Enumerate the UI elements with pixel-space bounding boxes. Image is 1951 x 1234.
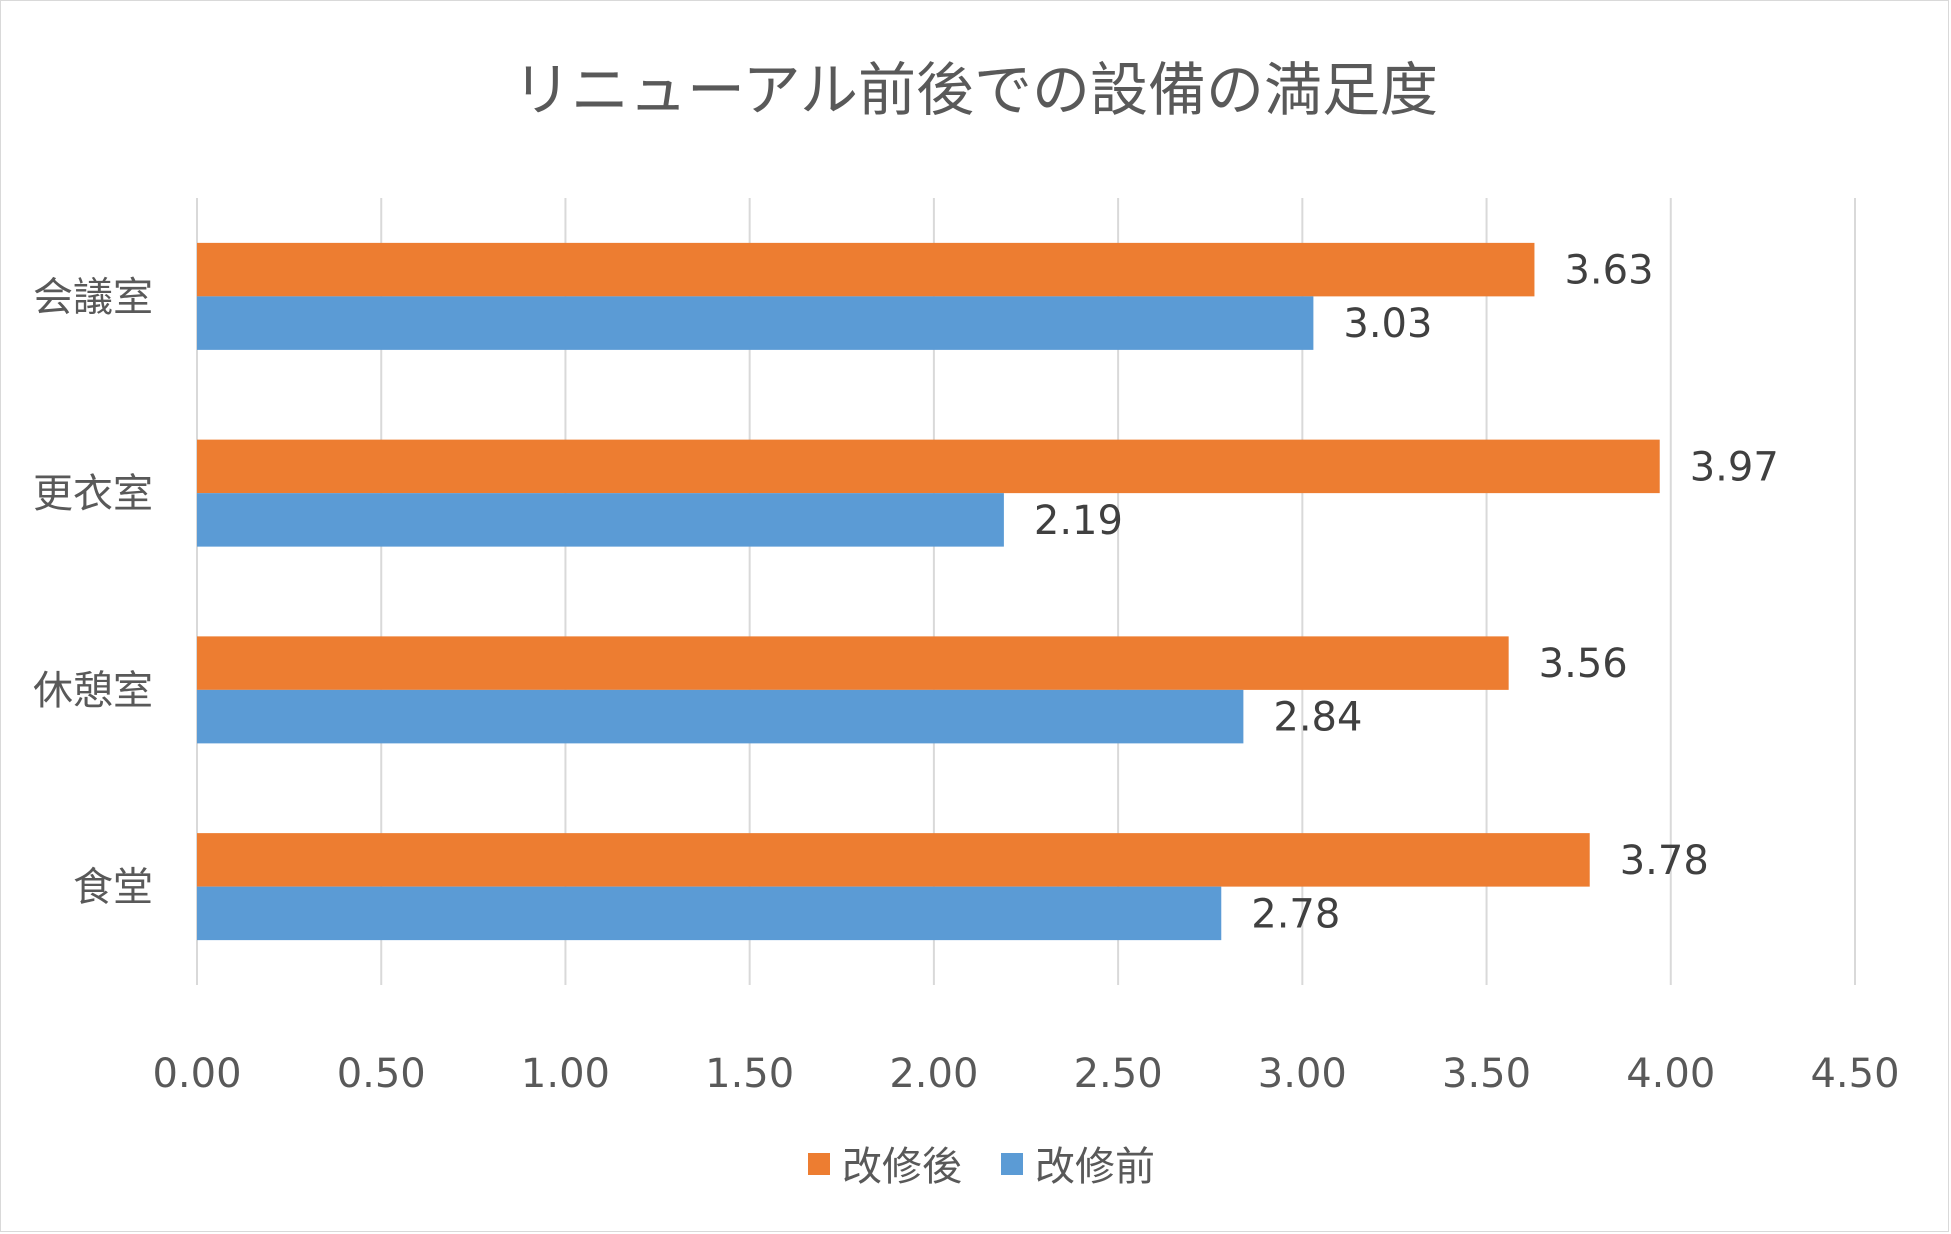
x-tick-label: 1.50 <box>705 1051 794 1097</box>
x-tick-label: 2.50 <box>1074 1051 1163 1097</box>
bar <box>197 636 1509 690</box>
data-label: 3.56 <box>1539 641 1628 687</box>
bar <box>197 296 1314 350</box>
category-label: 休憩室 <box>33 668 153 714</box>
x-tick-label: 4.00 <box>1626 1051 1715 1097</box>
value-axis: 0.00 0.50 1.00 1.50 2.00 2.50 3.00 3.50 4.00 4.50 <box>152 1051 1899 1097</box>
x-tick-label: 0.50 <box>337 1051 426 1097</box>
bar <box>197 833 1590 887</box>
x-tick-label: 3.50 <box>1442 1051 1531 1097</box>
x-tick-label: 3.00 <box>1258 1051 1347 1097</box>
data-label: 2.78 <box>1251 891 1340 937</box>
bar <box>197 689 1244 744</box>
bar <box>197 439 1660 494</box>
data-label: 3.97 <box>1690 444 1779 490</box>
x-tick-label: 4.50 <box>1810 1051 1899 1097</box>
legend-swatch <box>1001 1153 1023 1175</box>
bar <box>197 493 1004 547</box>
data-label: 2.84 <box>1273 695 1362 741</box>
category-label: 更衣室 <box>33 471 153 517</box>
chart-title: リニューアル前後での設備の満足度 <box>512 56 1439 124</box>
legend-swatch <box>808 1153 830 1175</box>
bars <box>197 242 1660 941</box>
data-label: 2.19 <box>1034 498 1123 544</box>
legend-label: 改修前 <box>1035 1144 1155 1190</box>
x-tick-label: 2.00 <box>889 1051 978 1097</box>
x-tick-label: 0.00 <box>152 1051 241 1097</box>
category-label: 食堂 <box>73 865 153 911</box>
data-labels: 3.63 3.03 3.97 2.19 3.56 2.84 3.78 2.78 <box>1034 248 1779 938</box>
bar <box>197 242 1535 297</box>
category-label: 会議室 <box>33 274 153 320</box>
legend-label: 改修後 <box>842 1144 962 1190</box>
data-label: 3.78 <box>1620 838 1709 884</box>
bar <box>197 886 1222 941</box>
data-label: 3.63 <box>1564 248 1653 294</box>
data-label: 3.03 <box>1343 301 1432 347</box>
x-tick-label: 1.00 <box>521 1051 610 1097</box>
legend: 改修後 改修前 <box>808 1144 1155 1190</box>
